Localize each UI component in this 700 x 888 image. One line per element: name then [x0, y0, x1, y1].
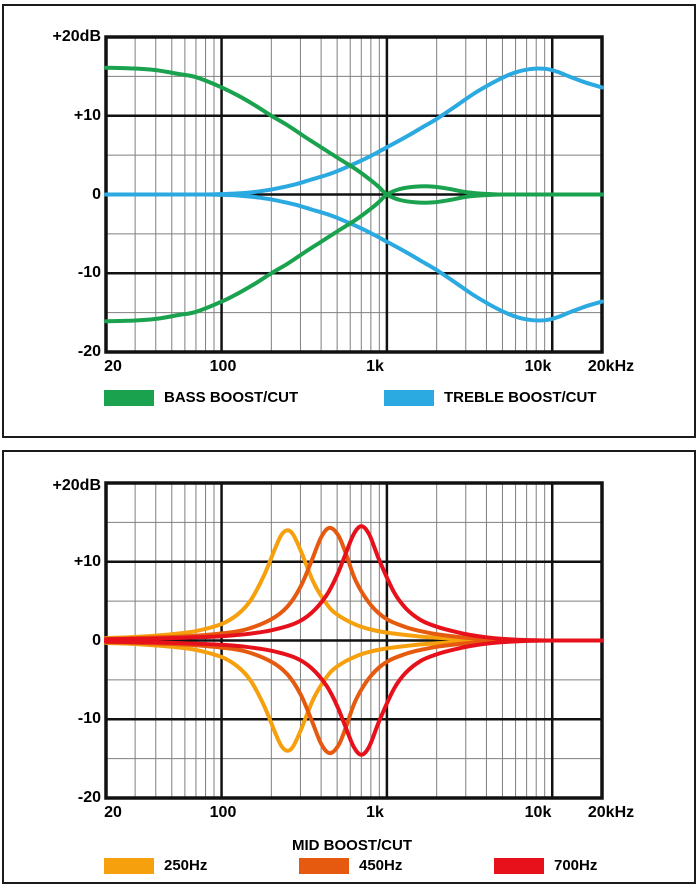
treble-legend-swatch — [384, 390, 434, 406]
y-tick-minus20: -20 — [77, 789, 101, 806]
mid-700-boost-curve — [104, 524, 604, 643]
x-tick-1k: 1k — [366, 804, 384, 821]
x-tick-10k: 10k — [524, 804, 552, 821]
mid-chart-title: MID BOOST/CUT — [292, 837, 412, 854]
treble-legend-label: TREBLE BOOST/CUT — [444, 389, 597, 406]
x-tick-20: 20 — [104, 358, 122, 375]
y-tick-plus10: +10 — [73, 553, 101, 570]
bass-treble-plot — [104, 35, 604, 354]
mid700-legend-swatch — [494, 858, 544, 874]
mid250-legend-label: 250Hz — [164, 857, 208, 874]
bass-cut-curve — [104, 184, 604, 324]
y-axis-top-label: +20dB — [52, 28, 101, 45]
mid-250-cut-curve — [104, 638, 604, 753]
x-tick-100: 100 — [209, 804, 237, 821]
bass-legend-swatch — [104, 390, 154, 406]
x-tick-20khz: 20kHz — [587, 804, 635, 821]
mid450-legend-swatch — [299, 858, 349, 874]
y-tick-minus20: -20 — [77, 343, 101, 360]
mid-700-cut-curve — [104, 638, 604, 757]
y-tick-zero: 0 — [92, 632, 101, 649]
treble-cut-curve — [104, 192, 604, 323]
treble-boost-curve — [104, 66, 604, 197]
y-tick-zero: 0 — [92, 186, 101, 203]
mid250-legend-swatch — [104, 858, 154, 874]
bass-treble-chart-panel: +20dB +10 0 -10 -20 20 100 1k 10k 20kHz … — [2, 4, 696, 438]
x-tick-10k: 10k — [524, 358, 552, 375]
x-tick-1k: 1k — [366, 358, 384, 375]
x-tick-20khz: 20kHz — [587, 358, 635, 375]
y-tick-minus10: -10 — [77, 264, 101, 281]
mid450-legend-label: 450Hz — [359, 857, 403, 874]
y-tick-minus10: -10 — [77, 710, 101, 727]
y-tick-plus10: +10 — [73, 107, 101, 124]
x-tick-20: 20 — [104, 804, 122, 821]
x-tick-100: 100 — [209, 358, 237, 375]
mid700-legend-label: 700Hz — [554, 857, 598, 874]
mid-plot — [104, 481, 604, 800]
mid-250-boost-curve — [104, 528, 604, 643]
mid-chart-panel: +20dB +10 0 -10 -20 20 100 1k 10k 20kHz … — [2, 450, 696, 884]
bass-legend-label: BASS BOOST/CUT — [164, 389, 299, 406]
bass-boost-curve — [104, 65, 604, 205]
y-axis-top-label: +20dB — [52, 477, 101, 494]
